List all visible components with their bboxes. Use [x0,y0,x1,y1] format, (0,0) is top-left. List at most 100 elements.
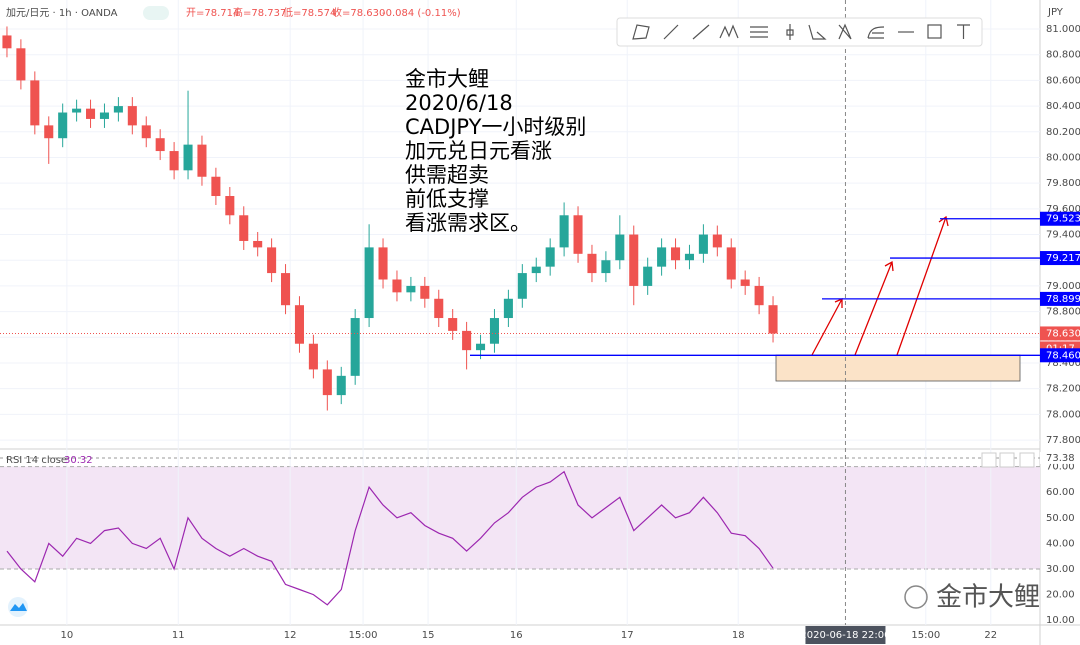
pane-buttons [981,452,1035,468]
tool-icon[interactable] [867,26,885,39]
candle-body [476,343,486,351]
tool-icon[interactable] [750,26,768,38]
candle-body [197,144,207,177]
toggle[interactable] [143,6,169,20]
pane-button[interactable] [1019,452,1035,468]
tool-icon[interactable] [927,24,942,39]
rsi-title: RSI 14 close [6,455,67,466]
x-tick-label: 11 [172,630,185,641]
watermark-icon [904,585,928,609]
arrow [896,215,949,356]
rsi-band [0,466,1040,569]
candle-body [253,240,263,248]
currency: JPY [1047,7,1064,18]
y-tick-label: 80.000 [1046,152,1080,163]
annotation-line: CADJPY一小时级别 [405,115,586,139]
candle-body [44,125,54,139]
y-tick-label: 78.200 [1046,384,1080,395]
rsi-tick-label: 40.00 [1046,538,1075,549]
annotation-line: 加元兑日元看涨 [405,139,552,163]
candle-body [629,234,639,286]
rsi-tick-label: 30.00 [1046,564,1075,575]
level-label-box [1040,251,1080,266]
candle-body [267,247,277,274]
watermark: 金市大鲤 [936,583,1040,613]
logo-mark [10,603,27,611]
candle-body [336,375,346,396]
rsi-tick-label: 60.00 [1046,487,1075,498]
tool-icon[interactable] [957,24,970,39]
candle-body [239,215,249,241]
tool-icon[interactable] [692,24,710,40]
tool-icon[interactable] [663,24,679,40]
drawing-toolbar [616,17,983,47]
tool-icon[interactable] [808,24,827,40]
tool-icon[interactable] [719,24,739,39]
y-tick-label: 79.800 [1046,178,1080,189]
candle-body [169,151,179,171]
close: 收=78.630 [332,6,385,19]
y-tick-label: 78.800 [1046,307,1080,318]
level-label-box [1040,291,1080,306]
candle-body [587,253,597,274]
candle-body [462,330,472,351]
x-tick-label: 22 [984,630,997,641]
candle-body [113,106,123,113]
candle-body [308,343,318,370]
candle-body [99,112,109,119]
pane-button[interactable] [981,452,997,468]
crosshair-label-box [805,626,886,644]
candle-body [86,108,96,119]
candle-body [406,285,416,293]
level-label: 78.460 [1046,350,1080,361]
annotation-line: 看涨需求区。 [405,211,531,235]
candle-body [712,234,722,248]
candle-body [2,35,12,49]
candle-body [16,48,26,81]
tool-icon[interactable] [632,24,650,40]
level-label: 78.899 [1046,294,1080,305]
candle-body [211,176,221,197]
current-price-label: 78.630 [1046,328,1080,339]
candle-body [559,215,569,248]
candle-body [657,247,667,267]
x-tick-label: 15 [422,630,435,641]
tool-icon[interactable] [838,23,852,40]
y-tick-label: 80.400 [1046,101,1080,112]
crosshair-label: 2020-06-18 22:00 [800,630,890,641]
annotation-line: 前低支撑 [405,187,489,211]
symbol: 加元/日元 · 1h · OANDA [6,7,118,19]
candle-body [448,318,458,331]
candle-body [643,266,653,286]
y-tick-label: 79.000 [1046,281,1080,292]
tool-icon[interactable] [786,24,794,40]
candle-body [183,144,193,171]
rsi-tick-label: 50.00 [1046,513,1075,524]
arrow [854,260,894,356]
candle-body [72,108,82,113]
candle-body [489,318,499,344]
candle-body [281,273,291,306]
rsi-tick-label: 20.00 [1046,590,1075,601]
annotation-line: 2020/6/18 [405,91,513,115]
pane-button[interactable] [999,452,1015,468]
candle-body [698,234,708,254]
marker-box [1040,451,1080,464]
level-label-box [1040,211,1080,226]
candle-body [30,80,40,126]
candle-body [155,138,165,152]
y-tick-label: 79.400 [1046,230,1080,241]
demand-zone [775,354,1021,382]
candle-body [350,318,360,376]
candle-body [768,305,778,334]
annotation-line: 供需超卖 [405,163,489,187]
annotation: 金市大鲤 2020/6/18 CADJPY一小时级别 加元兑日元看涨 供需超卖 … [405,67,586,235]
y-tick-label: 80.200 [1046,127,1080,138]
level-label: 79.217 [1046,253,1080,264]
annotation-line: 金市大鲤 [405,67,489,91]
marker-label: 73.38 [1046,453,1075,464]
candle-body [420,285,430,299]
y-tick-label: 80.800 [1046,50,1080,61]
candle-body [531,266,541,274]
